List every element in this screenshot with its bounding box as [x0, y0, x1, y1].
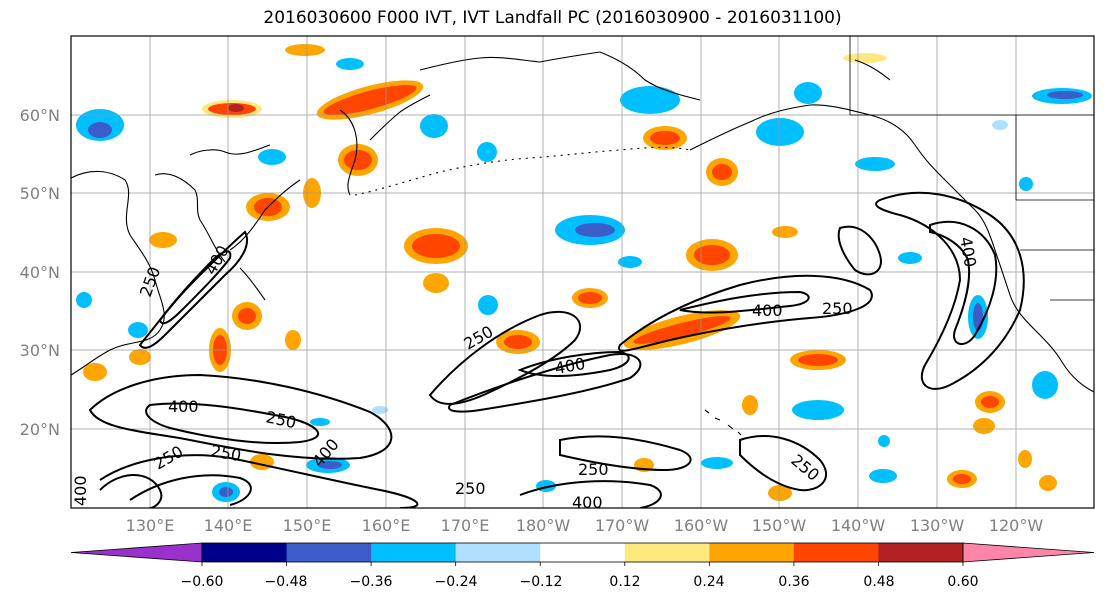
lon-label: 150°E — [283, 516, 332, 535]
colorbar-tick-label: −0.60 — [181, 574, 224, 590]
ivt-contours — [88, 191, 1025, 508]
colorbar-extend-low — [70, 542, 203, 563]
lon-label: 160°W — [674, 516, 729, 535]
lon-label: 140°W — [831, 516, 886, 535]
colorbar-segment — [202, 543, 288, 562]
contour-label: 400 — [168, 397, 199, 416]
colorbar-segment — [371, 543, 457, 562]
colorbar-tick-label: 0.36 — [778, 574, 809, 590]
colorbar-tick-label: 0.12 — [609, 574, 640, 590]
colorbar-segment — [624, 543, 710, 562]
colorbar-tick-label: 0.24 — [693, 574, 724, 590]
colorbar-tick-label: −0.48 — [265, 574, 308, 590]
latitude-labels: 60°N 50°N 40°N 30°N 20°N — [20, 106, 60, 439]
negative-anomaly-shading — [76, 58, 1092, 502]
lat-label: 30°N — [20, 341, 60, 360]
lon-label: 170°E — [441, 516, 490, 535]
colorbar-tick-label: −0.24 — [435, 574, 478, 590]
colorbar-extend-high — [962, 542, 1095, 563]
contour-label: 400 — [572, 493, 603, 512]
contour-label: 250 — [578, 460, 609, 479]
lon-label: 130°E — [126, 516, 175, 535]
map-frame — [70, 35, 1095, 509]
lat-label: 60°N — [20, 106, 60, 125]
lon-label: 180°W — [516, 516, 571, 535]
colorbar-segment — [878, 543, 964, 562]
colorbar-tick-label: 0.60 — [947, 574, 978, 590]
colorbar — [70, 542, 1095, 566]
positive-anomaly-shading — [83, 44, 1057, 501]
lat-label: 50°N — [20, 184, 60, 203]
longitude-labels: 130°E 140°E 150°E 160°E 170°E 180°W 170°… — [126, 516, 1044, 535]
contour-label: 400 — [752, 301, 783, 320]
colorbar-segment — [286, 543, 372, 562]
colorbar-segment — [540, 543, 626, 562]
lat-label: 20°N — [20, 420, 60, 439]
coastlines — [71, 36, 1094, 436]
colorbar-frame — [201, 542, 964, 563]
lon-label: 160°E — [362, 516, 411, 535]
contour-label: 400 — [71, 475, 90, 506]
colorbar-tick-label: 0.48 — [863, 574, 894, 590]
map-title: 2016030600 F000 IVT, IVT Landfall PC (20… — [263, 8, 842, 28]
contour-label: 250 — [455, 479, 486, 498]
contour-label: 250 — [822, 299, 853, 318]
lon-label: 150°W — [752, 516, 807, 535]
lat-label: 40°N — [20, 263, 60, 282]
colorbar-tick-label: −0.12 — [520, 574, 563, 590]
colorbar-segment — [793, 543, 879, 562]
colorbar-segment — [709, 543, 795, 562]
lon-label: 140°E — [204, 516, 253, 535]
colorbar-tick-label: −0.36 — [350, 574, 393, 590]
colorbar-segment — [455, 543, 541, 562]
colorbar-ticks: −0.60 −0.48 −0.36 −0.24 −0.12 0.12 0.24 … — [181, 574, 979, 590]
lon-label: 120°W — [989, 516, 1044, 535]
lon-label: 130°W — [910, 516, 965, 535]
lon-label: 170°W — [595, 516, 650, 535]
